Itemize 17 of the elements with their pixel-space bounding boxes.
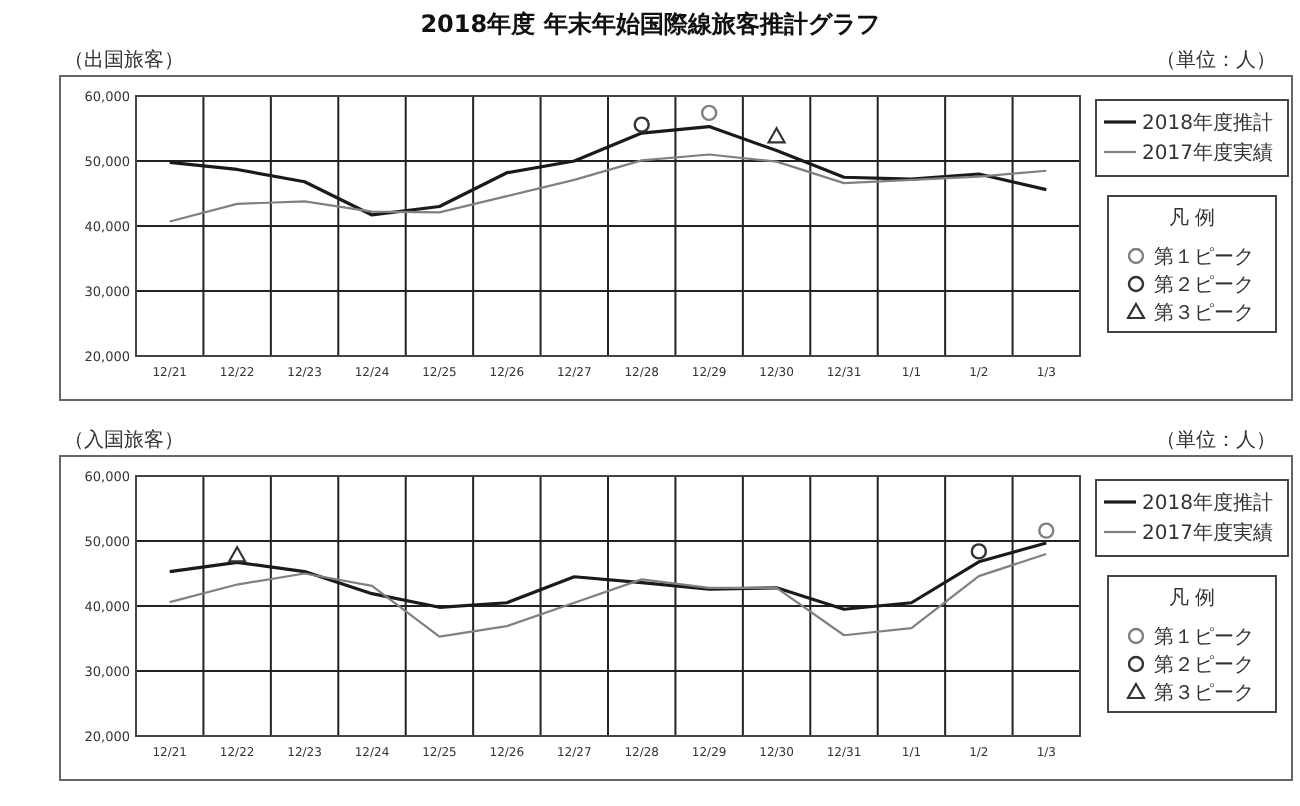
legend-title: 凡 例 bbox=[1168, 208, 1216, 230]
legend-label: 2017年度実績 bbox=[1142, 521, 1273, 545]
legend-label: 2018年度推計 bbox=[1142, 111, 1273, 135]
legend-label: 第１ピーク bbox=[1154, 625, 1254, 649]
legend-label: 第３ピーク bbox=[1154, 681, 1254, 705]
legend-label: 2018年度推計 bbox=[1142, 491, 1273, 515]
legend-label: 2017年度実績 bbox=[1142, 141, 1273, 165]
legend-title: 凡 例 bbox=[1168, 588, 1216, 610]
legend-label: 第２ピーク bbox=[1154, 273, 1254, 297]
text: （単位：人） bbox=[1156, 48, 1276, 72]
legend-label: 第３ピーク bbox=[1154, 301, 1254, 325]
chart-subtitle: （入国旅客） bbox=[64, 428, 184, 452]
chart-title: 2018年度 年末年始国際線旅客推計グラフ bbox=[420, 10, 880, 38]
legend-label: 第１ピーク bbox=[1154, 245, 1254, 269]
chart-subtitle: （出国旅客） bbox=[64, 48, 184, 72]
legend-label: 第２ピーク bbox=[1154, 653, 1254, 677]
text: （単位：人） bbox=[1156, 428, 1276, 452]
